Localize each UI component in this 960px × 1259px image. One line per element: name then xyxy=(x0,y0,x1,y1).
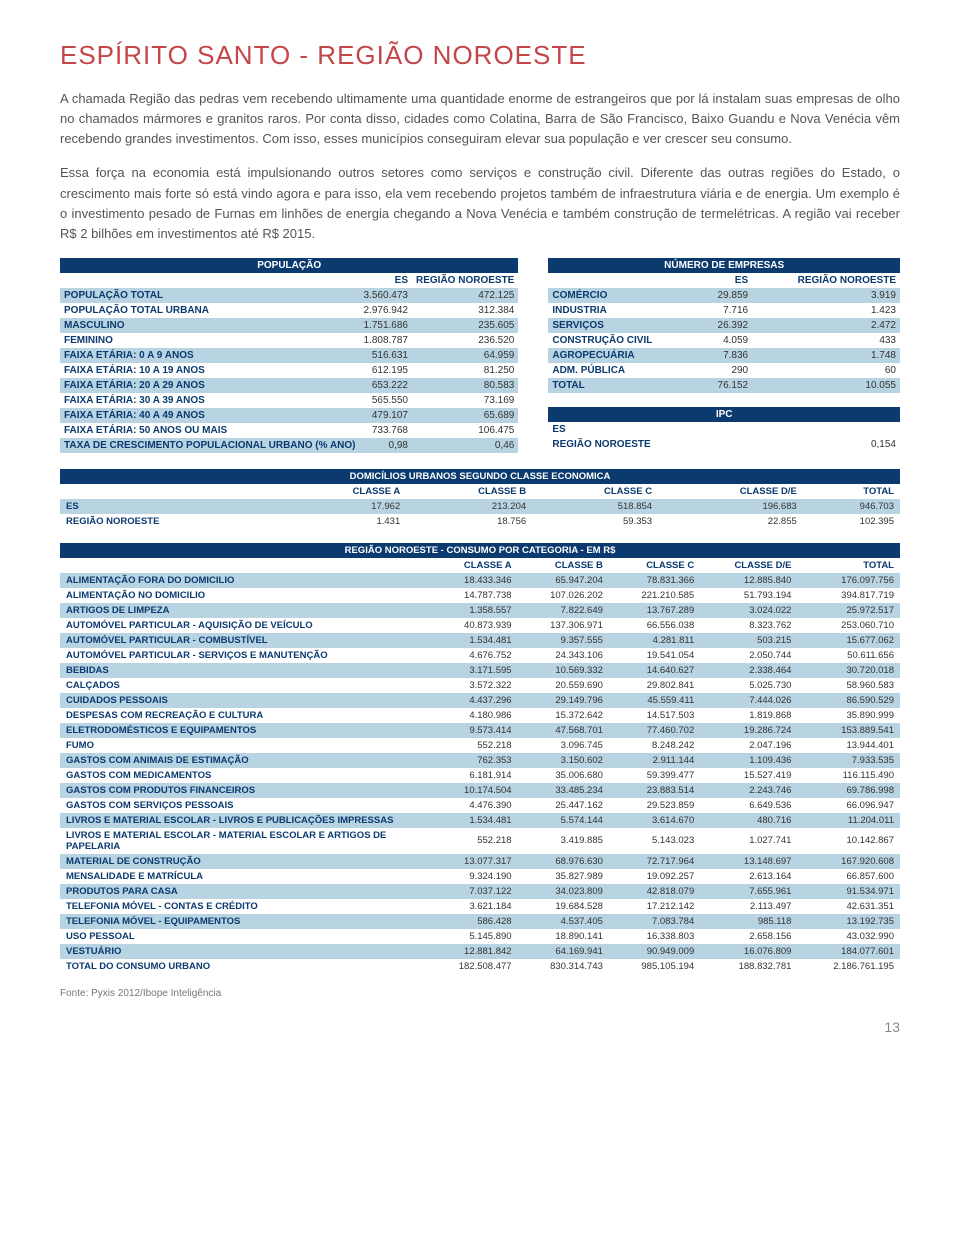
source-citation: Fonte: Pyxis 2012/Ibope Inteligência xyxy=(60,988,900,999)
populacao-table: POPULAÇÃOESREGIÃO NOROESTEPOPULAÇÃO TOTA… xyxy=(60,258,518,453)
empresas-table: NÚMERO DE EMPRESASESREGIÃO NOROESTECOMÉR… xyxy=(548,258,900,393)
page-title: ESPÍRITO SANTO - REGIÃO NOROESTE xyxy=(60,40,900,71)
domicilios-table: DOMICÍLIOS URBANOS SEGUNDO CLASSE ECONOM… xyxy=(60,469,900,529)
ipc-table: IPCESREGIÃO NOROESTE0,154 xyxy=(548,407,900,452)
intro-paragraph-1: A chamada Região das pedras vem recebend… xyxy=(60,89,900,149)
consumo-table: REGIÃO NOROESTE - CONSUMO POR CATEGORIA … xyxy=(60,543,900,974)
page-number: 13 xyxy=(60,1019,900,1035)
intro-paragraph-2: Essa força na economia está impulsionand… xyxy=(60,163,900,244)
